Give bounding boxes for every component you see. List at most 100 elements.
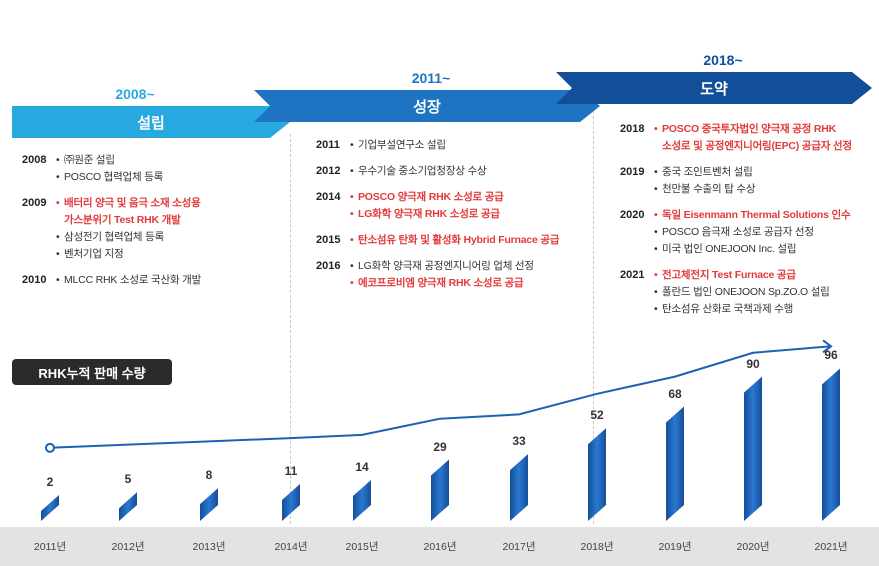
milestone-item: • 독일 Eisenmann Thermal Solutions 인수: [654, 207, 852, 224]
milestone-text: POSCO 중국투자법인 양극재 공정 RHK: [662, 123, 837, 135]
milestone-year: 2014: [316, 191, 341, 203]
bullet-icon: •: [350, 234, 354, 246]
bullet-icon: •: [654, 243, 658, 255]
milestone-item: • 배터리 양극 및 음극 소재 소성용: [56, 195, 201, 212]
bar-value-label: 11: [284, 464, 298, 479]
milestone-year: 2016: [316, 260, 341, 272]
phase-label-growth: 성장: [413, 98, 441, 116]
bar-2018년: [588, 428, 606, 521]
milestone-year: 2011: [316, 139, 340, 151]
bullet-icon: •: [350, 260, 354, 272]
bullet-icon: •: [654, 183, 658, 195]
phase-year-2011: 2011~: [411, 70, 451, 86]
milestones-2011-2016: 2011 • 기업부설연구소 설립 2012 • 우수기술 중소기업청장상 수상 2014 •…: [316, 137, 560, 301]
bar-value-label: 8: [205, 468, 213, 483]
milestone-item: • ㈜원준 설립: [56, 152, 201, 169]
milestone-item: • 탄소섬유 산화로 국책과제 수행: [654, 301, 852, 318]
bullet-icon: •: [654, 226, 658, 238]
milestone-group: 2019 • 중국 조인트벤처 설립 • 천만불 수출의 탑 수상: [620, 164, 852, 198]
bar-value-label: 29: [433, 439, 447, 454]
trend-line: [49, 345, 832, 449]
milestone-text: 소성로 및 공정엔지니어링(EPC) 공급자 선정: [662, 140, 852, 152]
milestone-item: • POSCO 음극재 소성로 공급자 선정: [654, 224, 852, 241]
milestone-text: 벤처기업 지정: [64, 248, 124, 260]
bar-2017년: [510, 454, 528, 521]
bar-2021년: [822, 368, 840, 521]
milestone-group: 2014 • POSCO 양극재 RHK 소성로 공급 • LG화학 양극재 RHK 소…: [316, 189, 559, 223]
milestone-year: 2019: [620, 166, 645, 178]
arrow-shape: [12, 106, 290, 138]
bullet-icon: •: [350, 277, 354, 289]
bar-value-label: 5: [124, 472, 132, 487]
bullet-icon: •: [56, 154, 60, 166]
milestone-text: 가스분위기 Test RHK 개발: [64, 214, 181, 226]
milestone-text: POSCO 협력업체 등록: [64, 171, 164, 183]
milestone-text: 우수기술 중소기업청장상 수상: [358, 165, 487, 177]
x-axis-band: [0, 527, 879, 566]
milestone-text: 천만불 수출의 탑 수상: [662, 183, 756, 195]
x-tick-label: 2019년: [658, 541, 692, 553]
milestone-text: 탄소섬유 탄화 및 활성화 Hybrid Furnace 공급: [358, 234, 560, 246]
bar-2013년: [200, 488, 218, 521]
chart-badge: RHK누적 판매 수량: [12, 359, 172, 385]
bar-value-label: 52: [590, 408, 604, 423]
milestone-group: 2010 • MLCC RHK 소성로 국산화 개발: [22, 272, 201, 289]
milestone-group: 2011 • 기업부설연구소 설립: [316, 137, 559, 154]
bullet-icon: •: [56, 231, 60, 243]
milestone-item: • 삼성전기 협력업체 등록: [56, 229, 201, 246]
milestone-group: 2021 • 전고체전지 Test Furnace 공급 • 폴란드 법인 ONEJOO…: [620, 267, 852, 318]
bar-value-label: 90: [746, 356, 760, 371]
x-tick-label: 2021년: [814, 541, 848, 553]
bullet-icon: •: [56, 274, 60, 286]
bar-value-label: 68: [668, 386, 682, 401]
milestone-item: • LG화학 양극재 RHK 소성로 공급: [350, 206, 559, 223]
milestone-text: 에코프로비엠 양극재 RHK 소성로 공급: [358, 277, 524, 289]
milestone-text: 독일 Eisenmann Thermal Solutions 인수: [662, 209, 851, 221]
column-divider: [290, 134, 291, 524]
milestone-item: • 전고체전지 Test Furnace 공급: [654, 267, 852, 284]
milestone-year: 2010: [22, 274, 47, 286]
bar-value-label: 96: [824, 348, 838, 363]
bullet-icon: •: [350, 139, 354, 151]
arrow-shape: [556, 72, 872, 104]
bullet-icon: •: [56, 171, 60, 183]
bullet-icon: •: [350, 191, 354, 203]
x-tick-label: 2012년: [111, 541, 145, 553]
x-tick-label: 2017년: [502, 541, 536, 553]
milestone-year: 2008: [22, 154, 47, 166]
bar-2014년: [282, 484, 300, 521]
trend-arrowhead: [822, 339, 833, 354]
milestone-text: 탄소섬유 산화로 국책과제 수행: [662, 303, 794, 315]
milestone-text: 폴란드 법인 ONEJOON Sp.ZO.O 설립: [662, 286, 830, 298]
phase-year-2018: 2018~: [703, 52, 743, 68]
milestone-item: • LG화학 양극재 공정엔지니어링 업체 선정: [350, 258, 559, 275]
bar-2012년: [119, 492, 137, 521]
milestone-year: 2020: [620, 209, 645, 221]
milestone-item: • POSCO 협력업체 등록: [56, 169, 201, 186]
milestone-text: ㈜원준 설립: [64, 154, 115, 166]
bar-value-label: 14: [355, 459, 369, 474]
milestone-year: 2012: [316, 165, 341, 177]
bar-2011년: [41, 495, 59, 521]
milestone-group: 2008 • ㈜원준 설립 • POSCO 협력업체 등록: [22, 152, 201, 186]
bar-value-label: 33: [512, 434, 526, 449]
milestone-group: 2009 • 배터리 양극 및 음극 소재 소성용 가스분위기 Test RHK 개발…: [22, 195, 201, 263]
bullet-icon: •: [654, 269, 658, 281]
milestone-text: 기업부설연구소 설립: [358, 139, 446, 151]
milestone-item: 소성로 및 공정엔지니어링(EPC) 공급자 선정: [654, 138, 852, 155]
phase-arrow-founding: 설립: [12, 106, 290, 138]
phase-arrow-growth: 성장: [254, 90, 600, 122]
phase-label-leap: 도약: [700, 80, 728, 98]
milestone-text: POSCO 양극재 RHK 소성로 공급: [358, 191, 504, 203]
milestone-year: 2021: [620, 269, 645, 281]
milestone-text: 배터리 양극 및 음극 소재 소성용: [64, 197, 201, 209]
rhk-sales-chart: [41, 339, 840, 521]
milestone-item: • 천만불 수출의 탑 수상: [654, 181, 852, 198]
milestone-group: 2020 • 독일 Eisenmann Thermal Solutions 인수 • P…: [620, 207, 852, 258]
bullet-icon: •: [654, 209, 658, 221]
milestone-item: • POSCO 중국투자법인 양극재 공정 RHK: [654, 121, 852, 138]
x-tick-label: 2016년: [423, 541, 457, 553]
bar-2020년: [744, 376, 762, 521]
milestone-text: POSCO 음극재 소성로 공급자 선정: [662, 226, 814, 238]
bullet-icon: •: [654, 286, 658, 298]
